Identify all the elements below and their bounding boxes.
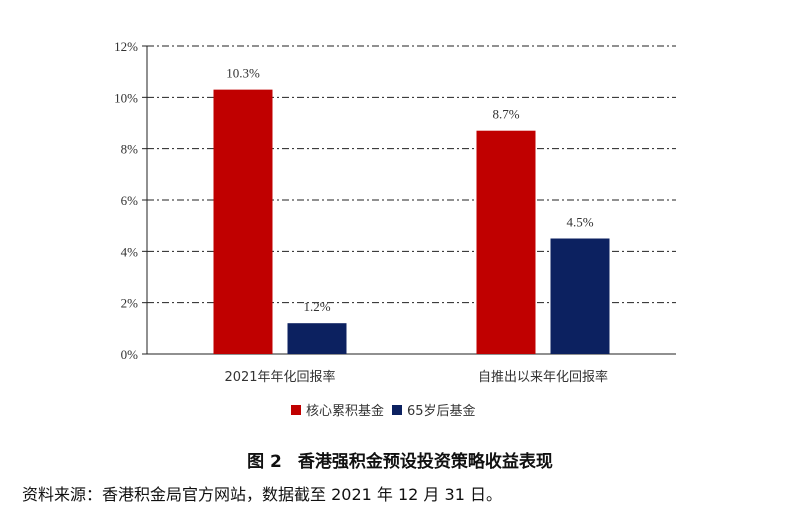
data-label: 1.2% — [303, 299, 330, 314]
bar-chart: 0% 2% 4% 6% 8% 10% 12% 2021年年化回报率 自推出以来年化回报率 10.… — [114, 39, 676, 419]
x-category-label: 2021年年化回报率 — [224, 369, 335, 385]
y-tick-label: 2% — [121, 296, 139, 311]
data-label: 8.7% — [492, 107, 519, 122]
data-label: 4.5% — [566, 215, 593, 230]
bars — [213, 89, 610, 354]
legend-swatch — [291, 405, 301, 415]
y-tick-label: 0% — [121, 347, 139, 362]
legend-label: 65岁后基金 — [407, 403, 476, 419]
legend-label: 核心累积基金 — [306, 403, 384, 419]
bar — [550, 238, 610, 354]
bar — [287, 323, 347, 354]
figure-title: 香港强积金预设投资策略收益表现 — [297, 452, 553, 472]
legend-swatch — [392, 405, 402, 415]
y-tick-label: 6% — [121, 193, 139, 208]
data-labels: 10.3% 8.7% 1.2% 4.5% — [226, 66, 594, 315]
source-note: 资料来源：香港积金局官方网站，数据截至 2021 年 12 月 31 日。 — [22, 485, 502, 504]
y-tick-label: 12% — [114, 39, 138, 54]
legend: 核心累积基金 65岁后基金 — [291, 403, 476, 419]
y-tick-label: 4% — [121, 244, 139, 259]
y-tick-label: 8% — [121, 142, 139, 157]
bar — [213, 89, 273, 354]
bar — [476, 130, 536, 354]
y-tick-label: 10% — [114, 90, 138, 105]
figure-number: 图 2 — [247, 452, 282, 472]
x-category-label: 自推出以来年化回报率 — [478, 369, 608, 385]
data-label: 10.3% — [226, 66, 260, 81]
figure-caption: 图 2 香港强积金预设投资策略收益表现 — [0, 447, 800, 472]
